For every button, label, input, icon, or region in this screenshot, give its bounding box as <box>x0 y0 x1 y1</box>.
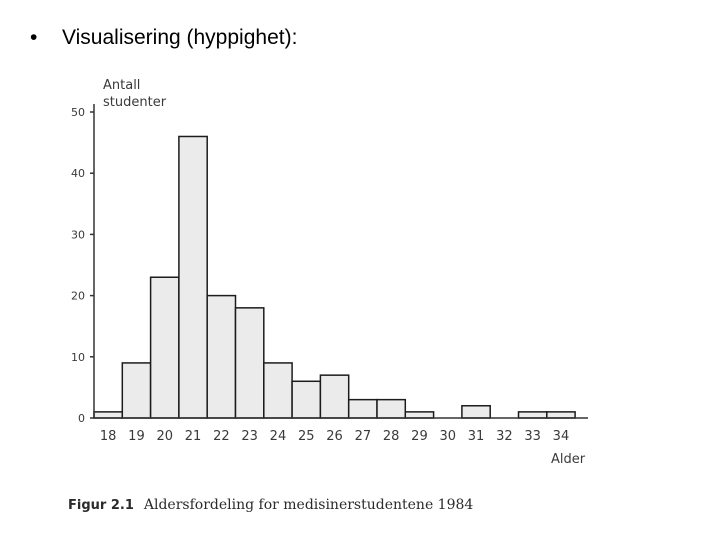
x-tick-label-26: 26 <box>326 429 343 444</box>
bar-age-28 <box>376 398 407 419</box>
bar-age-27 <box>347 398 378 419</box>
y-tick-label-50: 50 <box>71 106 85 119</box>
y-tick-label-20: 20 <box>71 290 85 303</box>
bullet-marker: • <box>30 26 38 49</box>
bar-age-21 <box>178 135 208 419</box>
bar-group <box>93 135 576 419</box>
y-tick-label-0: 0 <box>78 412 85 425</box>
bar-age-24 <box>263 362 293 419</box>
y-axis-label-line-1: Antall <box>103 78 140 93</box>
bar-age-22 <box>206 294 237 419</box>
x-tick-label-23: 23 <box>241 429 258 444</box>
y-axis-label-line-2: studenter <box>103 95 167 110</box>
x-tick-label-33: 33 <box>524 429 541 444</box>
x-tick-label-24: 24 <box>270 429 287 444</box>
x-tick-label-34: 34 <box>553 429 570 444</box>
x-tick-label-30: 30 <box>439 429 456 444</box>
bar-age-25 <box>291 380 322 419</box>
x-tick-label-29: 29 <box>411 429 428 444</box>
x-tick-label-19: 19 <box>128 429 145 444</box>
bar-age-26 <box>319 374 350 419</box>
bar-age-31 <box>461 405 491 419</box>
bar-age-29 <box>404 411 435 419</box>
caption-label: Figur 2.1 <box>68 498 134 513</box>
x-tick-label-25: 25 <box>298 429 315 444</box>
x-tick-label-32: 32 <box>496 429 513 444</box>
x-tick-label-18: 18 <box>100 429 117 444</box>
x-tick-label-28: 28 <box>383 429 400 444</box>
x-tick-label-22: 22 <box>213 429 230 444</box>
x-axis-label: Alder <box>551 452 586 467</box>
bar-age-33 <box>517 411 548 419</box>
bar-age-23 <box>234 307 265 419</box>
x-tick-label-31: 31 <box>468 429 485 444</box>
x-tick-group: 18 19 20 21 22 23 24 25 26 27 28 29 30 31 32 33 34 <box>100 429 569 444</box>
y-tick-group: 0 10 20 30 40 50 <box>71 106 94 425</box>
bullet-text: Visualisering (hyppighet): <box>62 26 298 49</box>
y-tick-label-40: 40 <box>71 167 85 180</box>
caption-text: Aldersfordeling for medisinerstudentene … <box>143 497 474 513</box>
bar-age-19 <box>121 362 152 419</box>
bar-age-18 <box>93 411 124 419</box>
figure-caption: Figur 2.1 Aldersfordeling for medisinerst… <box>68 496 473 513</box>
x-tick-label-21: 21 <box>185 429 202 444</box>
bar-age-20 <box>149 276 180 419</box>
x-tick-label-20: 20 <box>156 429 173 444</box>
x-tick-label-27: 27 <box>355 429 372 444</box>
slide-bullet: • Visualisering (hyppighet): <box>30 24 297 52</box>
y-tick-label-30: 30 <box>71 228 85 241</box>
y-tick-label-10: 10 <box>71 351 85 364</box>
bar-age-34 <box>546 411 576 419</box>
